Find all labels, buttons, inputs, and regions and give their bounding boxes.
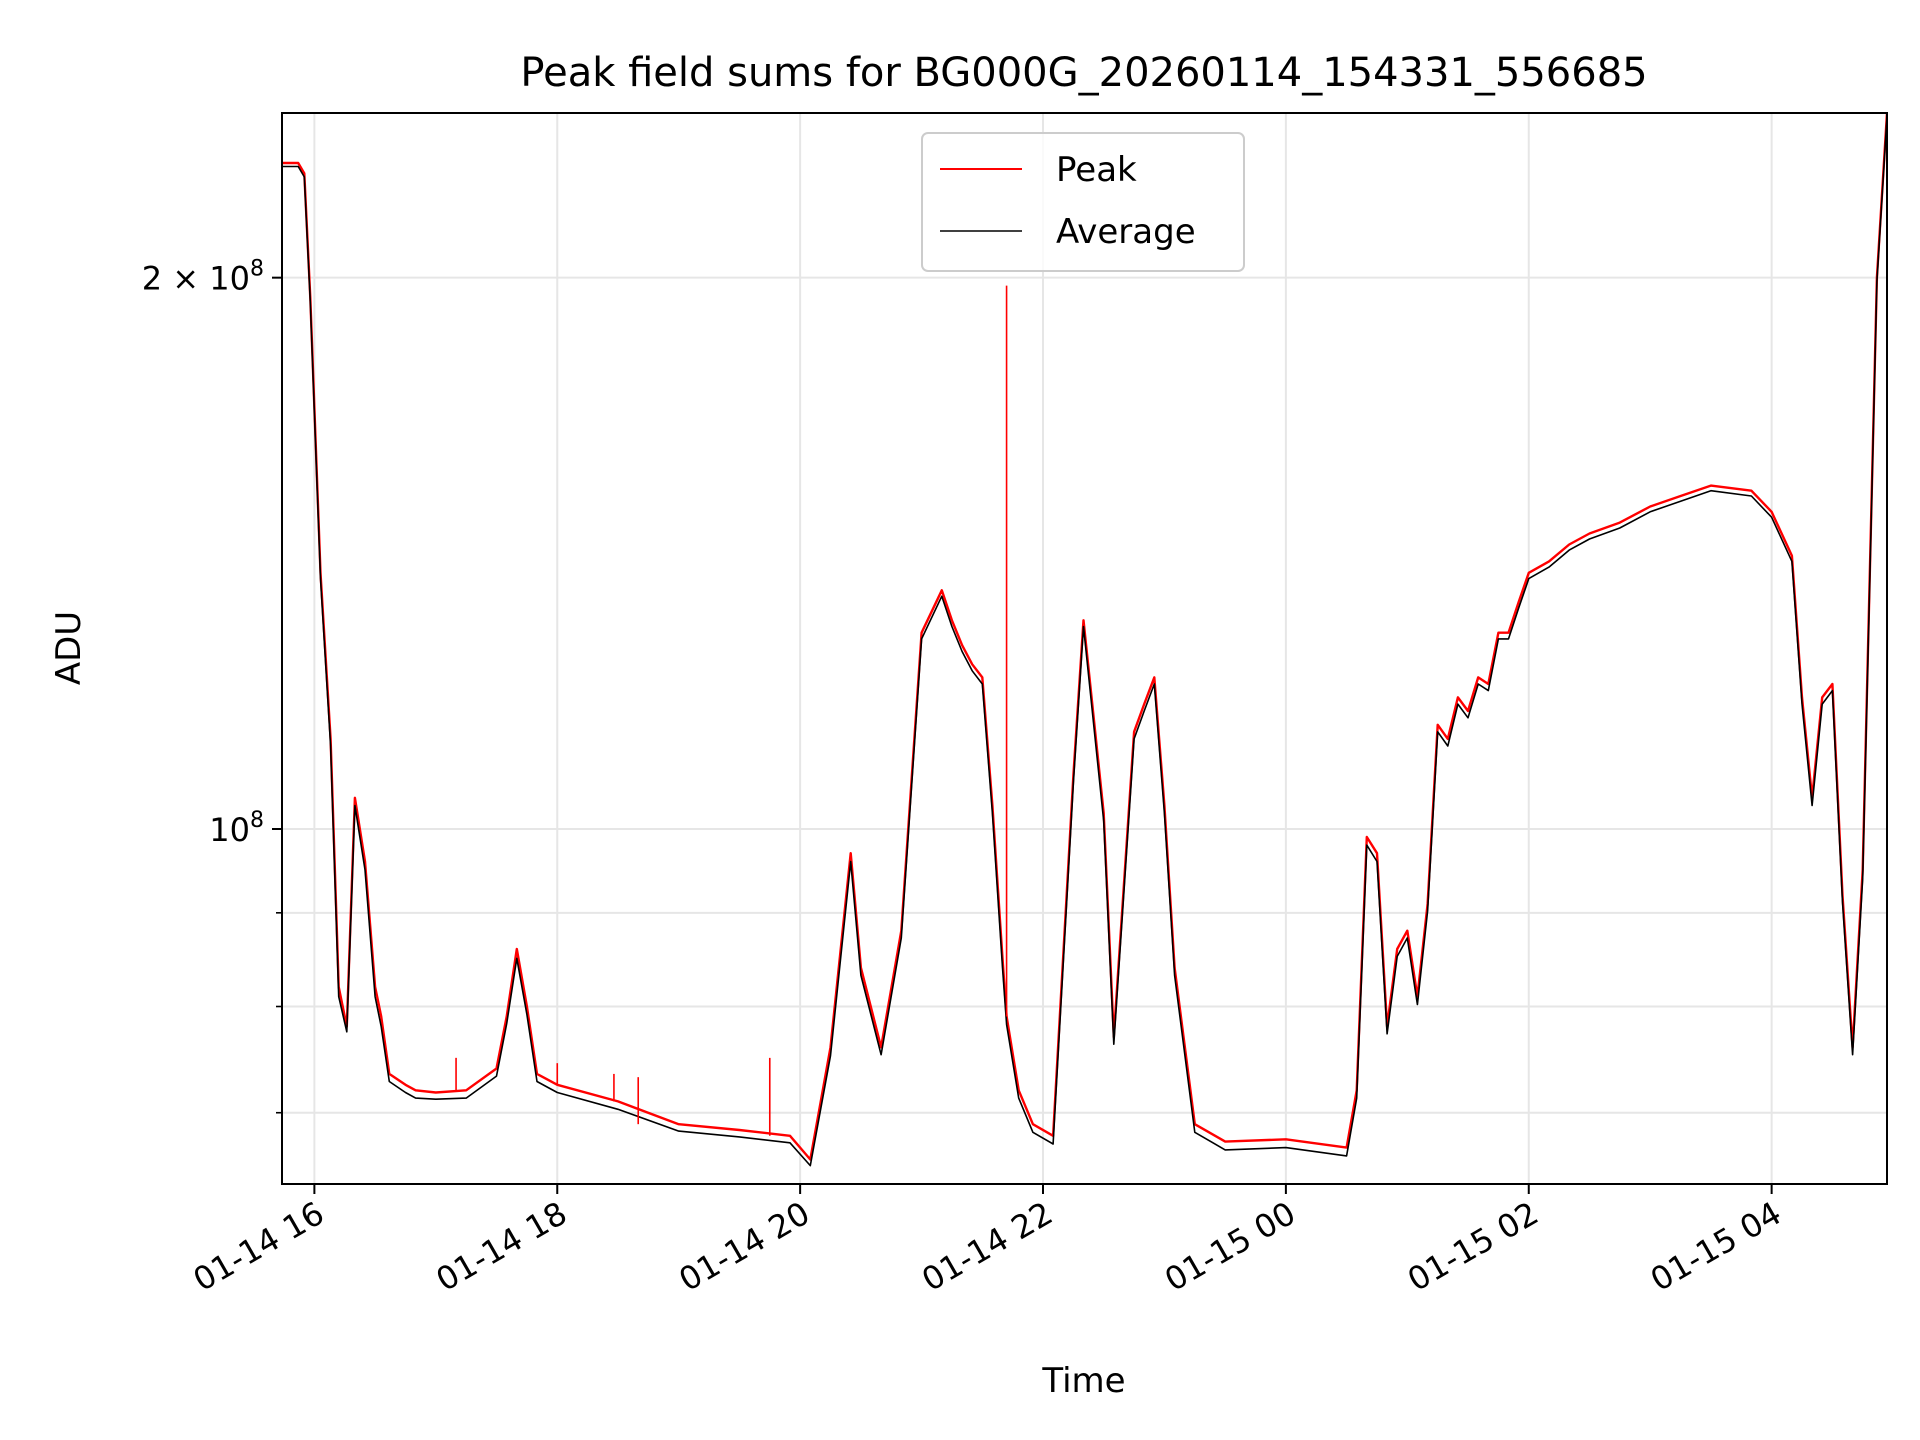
legend-frame [921,132,1245,272]
y-tick-label: 108 [209,808,264,849]
x-axis-label: Time [1041,1361,1125,1401]
x-tick-label: 01-15 04 [1644,1194,1788,1299]
y-axis: 2 × 108 108 [142,257,282,1114]
chart-title: Peak field sums for BG000G_20260114_1543… [520,50,1647,96]
grid [282,113,1887,1184]
plot-series [282,113,1887,1167]
x-tick-label: 01-14 18 [430,1194,574,1299]
x-axis: 01-14 16 01-14 18 01-14 20 01-14 22 01-15 00… [187,1184,1788,1299]
legend: Peak Average [921,132,1245,272]
series-line-average [282,116,1887,1167]
legend-label-peak: Peak [1056,150,1137,190]
x-tick-label: 01-14 16 [187,1194,331,1299]
plot-frame [281,112,1888,1185]
x-tick-label: 01-15 02 [1401,1194,1545,1299]
y-tick-label: 2 × 108 [142,257,264,298]
legend-label-average: Average [1056,212,1196,252]
x-tick-label: 01-15 00 [1158,1194,1302,1299]
series-group [282,113,1887,1167]
x-tick-label: 01-14 20 [673,1194,817,1299]
x-tick-label: 01-14 22 [915,1194,1059,1299]
y-axis-label: ADU [49,611,89,685]
